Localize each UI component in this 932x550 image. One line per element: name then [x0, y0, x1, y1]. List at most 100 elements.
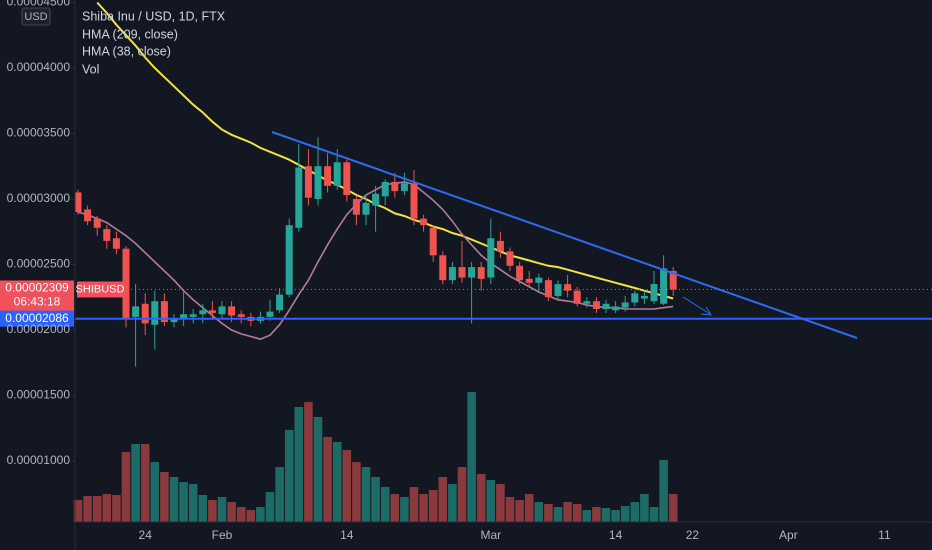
y-tick-label: 0.00001500 — [7, 388, 71, 402]
candle-body — [304, 166, 312, 198]
x-tick-label: 22 — [686, 528, 700, 542]
volume-bar — [486, 480, 496, 522]
candle-body — [525, 278, 533, 283]
volume-bar — [179, 482, 188, 522]
candle-body — [381, 181, 389, 197]
y-tick-label: 0.00003000 — [7, 191, 71, 205]
candle-body — [650, 284, 658, 302]
candle-body — [516, 265, 524, 281]
volume-bar — [217, 497, 227, 522]
volume-bar — [668, 494, 678, 522]
volume-bar — [256, 507, 265, 522]
candle-body — [362, 202, 370, 215]
last-price-label: 0.00002309 — [5, 281, 69, 295]
y-tick-label: 0.00004000 — [7, 60, 71, 74]
volume-bar — [198, 495, 208, 522]
legend-entry: HMA (38, close) — [82, 44, 171, 58]
volume-bar — [476, 474, 486, 522]
volume-bar — [332, 442, 342, 522]
candle-body — [420, 218, 428, 226]
candle-body — [333, 162, 341, 186]
countdown: 06:43:18 — [14, 295, 61, 309]
symbol-label: SHIBUSD — [76, 283, 125, 295]
x-tick-label: Apr — [779, 528, 798, 542]
candle-body — [535, 277, 543, 283]
volume-bar — [649, 507, 659, 522]
candle-body — [400, 183, 408, 192]
volume-bar — [371, 477, 380, 522]
volume-bar — [112, 495, 121, 522]
volume-bar — [438, 477, 448, 522]
candle-body — [660, 268, 668, 304]
volume-bar — [140, 444, 150, 522]
candle-body — [218, 306, 226, 315]
candle-body — [112, 238, 120, 249]
volume-bar — [284, 430, 294, 522]
candle-body — [84, 209, 92, 222]
candle-body — [602, 303, 610, 310]
candle-body — [132, 306, 140, 317]
volume-bar — [73, 500, 83, 522]
volume-bar — [361, 467, 371, 522]
volume-bar — [121, 452, 131, 522]
candle-body — [372, 193, 380, 206]
candle-body — [103, 229, 111, 241]
volume-bar — [400, 497, 409, 522]
candle-body — [295, 167, 303, 228]
volume-bar — [131, 444, 140, 522]
candle-body — [151, 301, 159, 325]
candle-body — [228, 306, 236, 316]
candle-body — [122, 248, 130, 320]
projection-arrow — [682, 296, 712, 316]
y-tick-label: 0.00002000 — [7, 322, 71, 336]
candle-body — [199, 310, 207, 315]
y-tick-label: 0.00002500 — [7, 257, 71, 271]
candle-body — [324, 166, 332, 186]
candle-body — [391, 181, 399, 192]
legend-entry: Vol — [82, 62, 99, 76]
volume-bar — [659, 460, 668, 522]
candle-body — [170, 318, 178, 323]
volume-bar — [534, 502, 544, 522]
candle-body — [93, 218, 101, 228]
volume-bar — [342, 450, 352, 522]
currency: USD — [24, 11, 47, 23]
y-tick-label: 0.00003500 — [7, 126, 71, 140]
volume-bar — [467, 392, 476, 522]
currency-box — [21, 7, 51, 26]
candle-body — [160, 301, 168, 323]
candle-body — [237, 314, 245, 317]
volume-bar — [611, 510, 620, 522]
volume-bar — [169, 477, 179, 522]
level-box — [0, 310, 74, 327]
candle-body — [266, 311, 274, 317]
volume-bar — [380, 487, 390, 522]
symbol-box — [77, 281, 123, 298]
volume-bar — [102, 494, 112, 522]
volume-bar — [515, 500, 524, 522]
x-tick-label: Mar — [480, 528, 501, 542]
candle-body — [208, 310, 216, 313]
volume-bar — [448, 484, 457, 522]
volume-bar — [208, 500, 217, 522]
candle-body — [343, 162, 351, 196]
volume-bar — [188, 484, 198, 522]
volume-bar — [630, 502, 640, 522]
volume-bar — [323, 437, 332, 522]
volume-bar — [294, 407, 304, 522]
volume-bar — [524, 494, 534, 522]
candle-body — [439, 255, 447, 281]
volume-bar — [236, 507, 246, 522]
volume-bar — [582, 510, 592, 522]
volume-bar — [227, 502, 236, 522]
candle-body — [564, 284, 572, 291]
candle-body — [189, 314, 197, 317]
volume-bar — [83, 496, 92, 522]
y-tick-label: 0.00001000 — [7, 453, 71, 467]
volume-bar — [265, 492, 275, 522]
volume-bar — [620, 506, 630, 522]
candle-body — [573, 290, 581, 304]
